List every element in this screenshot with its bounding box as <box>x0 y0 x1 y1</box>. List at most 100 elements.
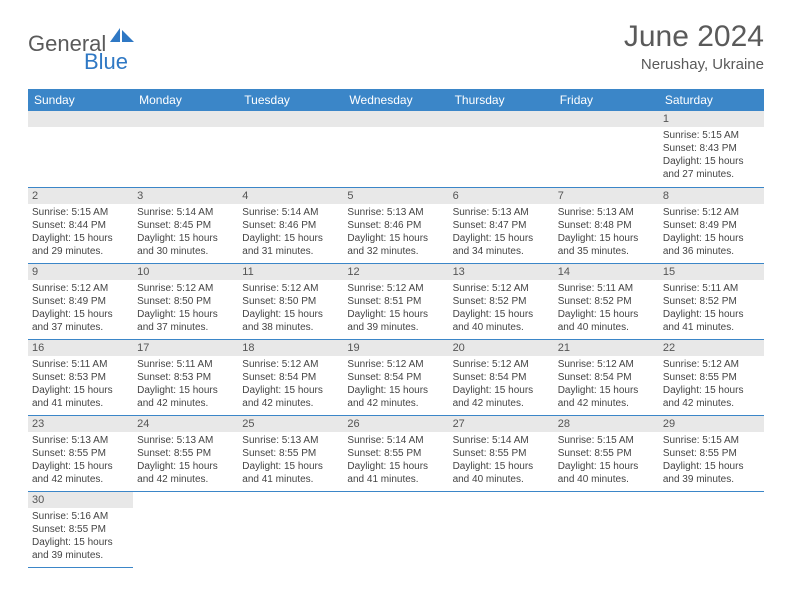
daylight-line: Daylight: 15 hours and 34 minutes. <box>453 232 550 258</box>
day-number: 28 <box>554 416 659 432</box>
daylight-line: Daylight: 15 hours and 40 minutes. <box>453 308 550 334</box>
day-number-blank <box>449 111 554 127</box>
day-number: 16 <box>28 340 133 356</box>
calendar-cell <box>554 491 659 567</box>
day-number: 11 <box>238 264 343 280</box>
calendar-row: 16Sunrise: 5:11 AMSunset: 8:53 PMDayligh… <box>28 339 764 415</box>
day-number: 9 <box>28 264 133 280</box>
calendar-cell: 19Sunrise: 5:12 AMSunset: 8:54 PMDayligh… <box>343 339 448 415</box>
cell-body: Sunrise: 5:15 AMSunset: 8:44 PMDaylight:… <box>28 204 133 262</box>
cell-body: Sunrise: 5:11 AMSunset: 8:52 PMDaylight:… <box>554 280 659 338</box>
daylight-line: Daylight: 15 hours and 39 minutes. <box>663 460 760 486</box>
cell-body: Sunrise: 5:12 AMSunset: 8:55 PMDaylight:… <box>659 356 764 414</box>
calendar-row: 1Sunrise: 5:15 AMSunset: 8:43 PMDaylight… <box>28 111 764 187</box>
cell-body: Sunrise: 5:12 AMSunset: 8:52 PMDaylight:… <box>449 280 554 338</box>
sunset-line: Sunset: 8:51 PM <box>347 295 444 308</box>
cell-body: Sunrise: 5:12 AMSunset: 8:50 PMDaylight:… <box>238 280 343 338</box>
cell-body: Sunrise: 5:11 AMSunset: 8:53 PMDaylight:… <box>133 356 238 414</box>
sunrise-line: Sunrise: 5:15 AM <box>32 206 129 219</box>
daylight-line: Daylight: 15 hours and 40 minutes. <box>558 460 655 486</box>
sunset-line: Sunset: 8:55 PM <box>347 447 444 460</box>
calendar-cell: 7Sunrise: 5:13 AMSunset: 8:48 PMDaylight… <box>554 187 659 263</box>
daylight-line: Daylight: 15 hours and 32 minutes. <box>347 232 444 258</box>
daylight-line: Daylight: 15 hours and 42 minutes. <box>663 384 760 410</box>
day-number: 5 <box>343 188 448 204</box>
brand-name-b: Blue <box>84 49 128 74</box>
sunrise-line: Sunrise: 5:13 AM <box>347 206 444 219</box>
daylight-line: Daylight: 15 hours and 42 minutes. <box>347 384 444 410</box>
calendar-cell: 13Sunrise: 5:12 AMSunset: 8:52 PMDayligh… <box>449 263 554 339</box>
daylight-line: Daylight: 15 hours and 42 minutes. <box>453 384 550 410</box>
sunrise-line: Sunrise: 5:14 AM <box>242 206 339 219</box>
daylight-line: Daylight: 15 hours and 39 minutes. <box>32 536 129 562</box>
sunset-line: Sunset: 8:44 PM <box>32 219 129 232</box>
sunrise-line: Sunrise: 5:12 AM <box>137 282 234 295</box>
col-saturday: Saturday <box>659 89 764 111</box>
cell-body: Sunrise: 5:13 AMSunset: 8:55 PMDaylight:… <box>133 432 238 490</box>
calendar-cell <box>133 111 238 187</box>
sunset-line: Sunset: 8:47 PM <box>453 219 550 232</box>
sunrise-line: Sunrise: 5:13 AM <box>242 434 339 447</box>
day-number: 20 <box>449 340 554 356</box>
sunrise-line: Sunrise: 5:14 AM <box>453 434 550 447</box>
sunrise-line: Sunrise: 5:12 AM <box>453 282 550 295</box>
calendar-cell <box>449 111 554 187</box>
sunrise-line: Sunrise: 5:15 AM <box>558 434 655 447</box>
day-number: 14 <box>554 264 659 280</box>
day-number: 3 <box>133 188 238 204</box>
daylight-line: Daylight: 15 hours and 36 minutes. <box>663 232 760 258</box>
calendar-cell: 29Sunrise: 5:15 AMSunset: 8:55 PMDayligh… <box>659 415 764 491</box>
cell-body: Sunrise: 5:13 AMSunset: 8:46 PMDaylight:… <box>343 204 448 262</box>
cell-body: Sunrise: 5:12 AMSunset: 8:54 PMDaylight:… <box>449 356 554 414</box>
sunset-line: Sunset: 8:43 PM <box>663 142 760 155</box>
day-number: 8 <box>659 188 764 204</box>
day-number-blank <box>28 111 133 127</box>
sunset-line: Sunset: 8:55 PM <box>32 523 129 536</box>
daylight-line: Daylight: 15 hours and 27 minutes. <box>663 155 760 181</box>
cell-body: Sunrise: 5:13 AMSunset: 8:55 PMDaylight:… <box>238 432 343 490</box>
cell-body: Sunrise: 5:13 AMSunset: 8:55 PMDaylight:… <box>28 432 133 490</box>
calendar-cell: 16Sunrise: 5:11 AMSunset: 8:53 PMDayligh… <box>28 339 133 415</box>
sunset-line: Sunset: 8:52 PM <box>663 295 760 308</box>
calendar-cell: 30Sunrise: 5:16 AMSunset: 8:55 PMDayligh… <box>28 491 133 567</box>
calendar-cell: 23Sunrise: 5:13 AMSunset: 8:55 PMDayligh… <box>28 415 133 491</box>
sunrise-line: Sunrise: 5:14 AM <box>137 206 234 219</box>
day-number: 10 <box>133 264 238 280</box>
calendar-cell: 15Sunrise: 5:11 AMSunset: 8:52 PMDayligh… <box>659 263 764 339</box>
cell-body: Sunrise: 5:11 AMSunset: 8:53 PMDaylight:… <box>28 356 133 414</box>
calendar-cell: 25Sunrise: 5:13 AMSunset: 8:55 PMDayligh… <box>238 415 343 491</box>
daylight-line: Daylight: 15 hours and 41 minutes. <box>347 460 444 486</box>
sunset-line: Sunset: 8:54 PM <box>453 371 550 384</box>
sunset-line: Sunset: 8:50 PM <box>242 295 339 308</box>
daylight-line: Daylight: 15 hours and 42 minutes. <box>558 384 655 410</box>
sunset-line: Sunset: 8:54 PM <box>242 371 339 384</box>
day-number: 7 <box>554 188 659 204</box>
calendar-cell: 3Sunrise: 5:14 AMSunset: 8:45 PMDaylight… <box>133 187 238 263</box>
calendar-cell: 1Sunrise: 5:15 AMSunset: 8:43 PMDaylight… <box>659 111 764 187</box>
cell-body: Sunrise: 5:14 AMSunset: 8:55 PMDaylight:… <box>343 432 448 490</box>
month-title: June 2024 <box>624 20 764 54</box>
sunrise-line: Sunrise: 5:13 AM <box>453 206 550 219</box>
day-number: 2 <box>28 188 133 204</box>
sunrise-line: Sunrise: 5:13 AM <box>137 434 234 447</box>
sunset-line: Sunset: 8:53 PM <box>137 371 234 384</box>
sunrise-line: Sunrise: 5:12 AM <box>663 358 760 371</box>
col-wednesday: Wednesday <box>343 89 448 111</box>
calendar-row: 23Sunrise: 5:13 AMSunset: 8:55 PMDayligh… <box>28 415 764 491</box>
sunrise-line: Sunrise: 5:12 AM <box>663 206 760 219</box>
sunrise-line: Sunrise: 5:11 AM <box>558 282 655 295</box>
day-number: 18 <box>238 340 343 356</box>
cell-body: Sunrise: 5:12 AMSunset: 8:54 PMDaylight:… <box>554 356 659 414</box>
calendar-cell: 4Sunrise: 5:14 AMSunset: 8:46 PMDaylight… <box>238 187 343 263</box>
cell-body: Sunrise: 5:16 AMSunset: 8:55 PMDaylight:… <box>28 508 133 566</box>
calendar-cell <box>343 491 448 567</box>
sunset-line: Sunset: 8:54 PM <box>558 371 655 384</box>
cell-body: Sunrise: 5:12 AMSunset: 8:50 PMDaylight:… <box>133 280 238 338</box>
day-number: 23 <box>28 416 133 432</box>
calendar-cell: 11Sunrise: 5:12 AMSunset: 8:50 PMDayligh… <box>238 263 343 339</box>
sunrise-line: Sunrise: 5:15 AM <box>663 434 760 447</box>
daylight-line: Daylight: 15 hours and 37 minutes. <box>32 308 129 334</box>
calendar-cell <box>133 491 238 567</box>
calendar-cell <box>554 111 659 187</box>
calendar-row: 9Sunrise: 5:12 AMSunset: 8:49 PMDaylight… <box>28 263 764 339</box>
